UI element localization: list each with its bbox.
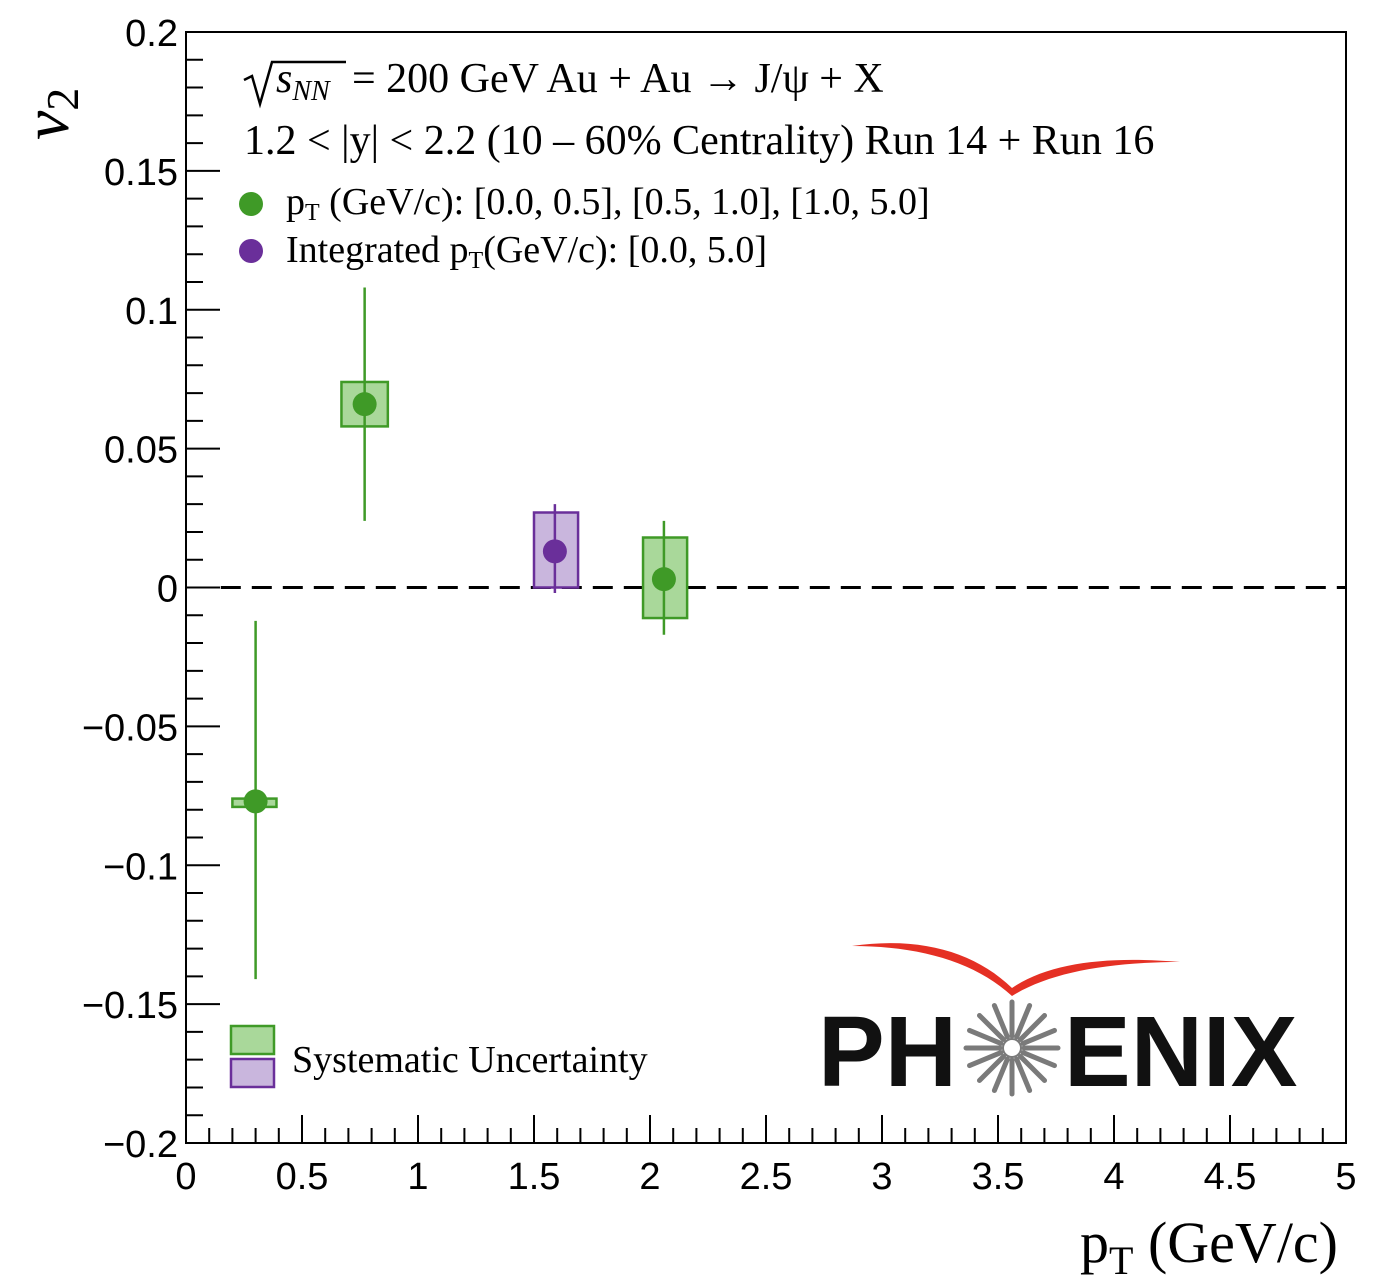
annotation-energy: sNN = 200 GeV Au + Au → J/ψ + X <box>243 56 884 109</box>
logo-starburst <box>963 999 1061 1097</box>
y-tick-labels: −0.2 −0.15 −0.1 −0.05 0 0.05 0.1 0.15 0.2 <box>82 13 178 1166</box>
logo-ray <box>1020 1050 1057 1069</box>
logo-ray <box>967 1027 1004 1046</box>
systematic-swatch-purple <box>229 1057 276 1089</box>
y-tick-label: 0.2 <box>125 13 178 55</box>
logo-ray <box>991 1056 1010 1093</box>
data-point <box>243 789 268 814</box>
sqrt-symbol <box>243 60 346 109</box>
data-point <box>542 539 567 564</box>
logo-ray <box>1017 1012 1048 1043</box>
x-tick-label: 3 <box>871 1156 892 1198</box>
legend-label-integrated: Integrated pT(GeV/c): [0.0, 5.0] <box>286 229 767 274</box>
x-tick-label: 0.5 <box>276 1156 329 1198</box>
svg-text:= 200 GeV Au + Au → J/ψ + X: = 200 GeV Au + Au → J/ψ + X <box>352 56 884 102</box>
x-tick-label: 5 <box>1335 1156 1356 1198</box>
y-tick-label: 0.05 <box>104 430 178 472</box>
logo-ray <box>1017 1053 1048 1084</box>
x-tick-label: 4.5 <box>1204 1156 1257 1198</box>
phenix-logo: PH ENIX <box>818 943 1297 1108</box>
y-tick-label: 0 <box>157 569 178 611</box>
annotation-rapidity: 1.2 < |y| < 2.2 (10 – 60% Centrality) Ru… <box>244 118 1154 164</box>
svg-text:sNN: sNN <box>276 56 331 107</box>
logo-ray <box>976 1053 1007 1084</box>
x-tick-label: 3.5 <box>972 1156 1025 1198</box>
logo-ray <box>1014 1056 1033 1093</box>
logo-ray <box>967 1050 1004 1069</box>
statistical-error-bars <box>254 287 666 980</box>
x-tick-label: 2 <box>639 1156 660 1198</box>
y-tick-label: −0.2 <box>103 1124 178 1166</box>
plot-frame <box>185 31 1347 1144</box>
y-tick-label: −0.15 <box>82 985 178 1027</box>
data-point <box>352 392 377 417</box>
data-points <box>243 392 676 814</box>
legend-label-pt-bins: pT (GeV/c): [0.0, 0.5], [0.5, 1.0], [1.0… <box>286 181 930 226</box>
logo-ray <box>991 1003 1010 1040</box>
systematic-legend: Systematic Uncertainty <box>229 1024 648 1089</box>
x-tick-label: 2.5 <box>740 1156 793 1198</box>
x-tick-label: 1 <box>407 1156 428 1198</box>
logo-letters-right: ENIX <box>1064 996 1297 1108</box>
axes-ticks <box>185 31 1347 1144</box>
x-tick-label: 1.5 <box>508 1156 561 1198</box>
systematic-legend-label: Systematic Uncertainty <box>292 1039 648 1081</box>
logo-ray <box>976 1012 1007 1043</box>
x-tick-labels: 0 0.5 1 1.5 2 2.5 3 3.5 4 4.5 5 <box>175 1156 1356 1198</box>
legend-marker-integrated <box>239 239 263 263</box>
y-tick-label: −0.1 <box>103 846 178 888</box>
data-point <box>651 567 676 592</box>
logo-letters-left: PH <box>818 996 957 1108</box>
logo-center <box>1002 1038 1022 1058</box>
logo-ray <box>1020 1027 1057 1046</box>
legend: pT (GeV/c): [0.0, 0.5], [0.5, 1.0], [1.0… <box>239 181 930 274</box>
systematic-swatch-green <box>229 1024 276 1056</box>
logo-swoosh <box>852 943 1180 996</box>
logo-ray <box>1014 1003 1033 1040</box>
y-tick-label: 0.15 <box>104 152 178 194</box>
x-tick-label: 4 <box>1103 1156 1124 1198</box>
y-axis-title: v2 <box>10 88 88 140</box>
x-tick-label: 0 <box>175 1156 196 1198</box>
legend-marker-pt-bins <box>239 192 263 216</box>
systematic-boxes <box>231 380 689 809</box>
y-tick-label: 0.1 <box>125 291 178 333</box>
x-axis-title: pT (GeV/c) <box>1080 1210 1338 1280</box>
y-tick-label: −0.05 <box>82 707 178 749</box>
